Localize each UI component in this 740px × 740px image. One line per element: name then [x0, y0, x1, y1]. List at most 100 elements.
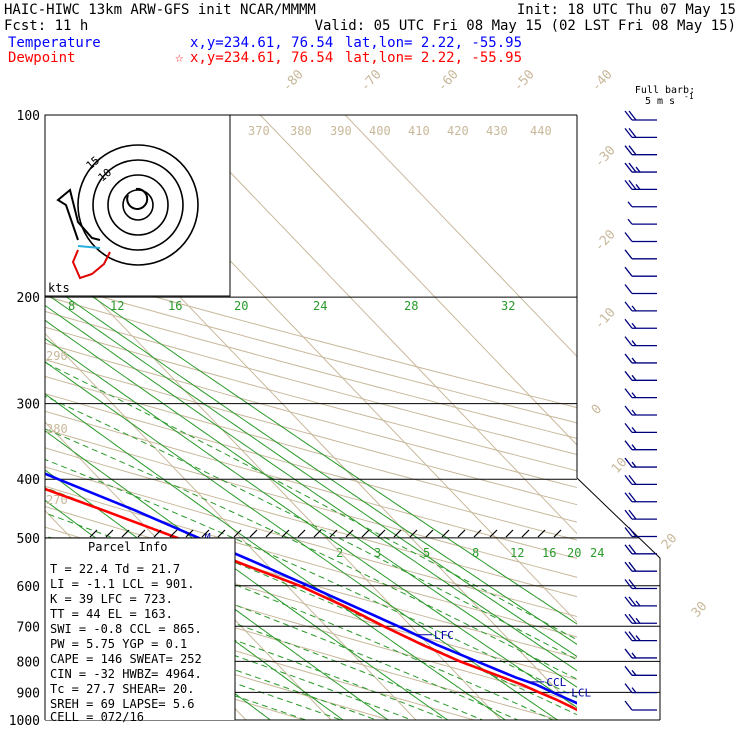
barb-flag — [631, 322, 637, 329]
parcel-row: SWI = -0.8 CCL = 865. — [50, 622, 202, 636]
barb-flag — [628, 127, 637, 138]
isotherm-line — [45, 421, 332, 720]
theta-label: 400 — [369, 124, 391, 138]
wind-barb — [624, 665, 657, 676]
mixing-ratio-label: 20 — [234, 299, 248, 313]
barb-flag — [624, 665, 633, 676]
parcel-row: SREH = 69 LAPSE= 5.6 — [50, 697, 195, 711]
mixing-ratio-label: 16 — [168, 299, 182, 313]
barb-flag — [624, 631, 633, 641]
mixing-ratio-labels: 8 12 16 20 24 28 32 2 3 5 8 12 16 20 24 — [68, 299, 604, 560]
dry-adiabat — [45, 615, 392, 720]
wind-barb — [624, 249, 657, 260]
barb-flag — [624, 596, 633, 607]
mixing-ratio-line — [45, 393, 507, 720]
wind-barbs — [624, 110, 657, 711]
isotherm-line — [174, 115, 577, 535]
barb-flag — [624, 561, 633, 572]
wind-barb — [624, 232, 657, 243]
wind-barb — [624, 492, 657, 503]
pressure-label: 200 — [17, 291, 40, 306]
wind-barb — [624, 145, 657, 156]
barb-flag — [631, 340, 637, 346]
mixing-ratio-line — [45, 281, 577, 645]
barb-flag — [624, 266, 633, 277]
moist-adiabat — [45, 555, 484, 720]
barb-flag — [624, 509, 633, 520]
hatch-mark — [281, 529, 290, 538]
barb-flag — [624, 110, 633, 121]
barb-flag — [635, 600, 641, 607]
barb-legend-title: Full barb: — [635, 85, 695, 96]
barb-flag — [628, 544, 637, 555]
theta-label: 430 — [486, 124, 508, 138]
isotherm-label: -70 — [358, 67, 385, 94]
valid-time: Valid: 05 UTC Fri 08 May 15 (02 LST Fri … — [315, 18, 736, 34]
theta-label: 380 — [290, 124, 312, 138]
mixing-ratio-label: 24 — [590, 546, 604, 560]
annotation-lcl: LCL — [571, 687, 591, 700]
wind-barb — [624, 596, 657, 607]
hatch-mark — [361, 529, 370, 538]
mixing-ratio-label: 32 — [501, 299, 515, 313]
hodo-ring — [92, 159, 184, 251]
wind-barb — [624, 301, 657, 312]
pressure-label: 300 — [17, 398, 40, 413]
annotation-m: M — [205, 532, 211, 543]
hatch-mark — [489, 529, 498, 538]
dry-adiabat — [45, 265, 577, 409]
hatch-mark — [297, 529, 306, 538]
mixing-ratio-label: 8 — [68, 299, 75, 313]
barb-flag — [624, 127, 633, 138]
hodograph-inset: 15 10 kts — [44, 114, 231, 297]
barb-flag — [624, 648, 633, 659]
barb-legend-unit: 5 m s — [645, 96, 675, 107]
mixing-ratio-label: 16 — [542, 546, 556, 560]
moist-adiabat — [45, 428, 577, 680]
moist-adiabat — [45, 362, 577, 641]
barb-flag — [624, 613, 633, 624]
barb-flag — [624, 232, 633, 242]
barb-flag — [628, 561, 637, 572]
barb-flag — [624, 544, 633, 555]
annotation-ccl: CCL — [546, 676, 566, 689]
barb-flag — [628, 110, 637, 121]
hatch-mark — [425, 529, 434, 538]
mixing-ratio-label: 12 — [510, 546, 524, 560]
parcel-row: CELL = 072/16 — [50, 710, 144, 724]
barb-flag — [628, 162, 637, 173]
hodo-arc — [126, 187, 149, 210]
hatch-mark — [313, 529, 322, 538]
barb-flag — [624, 284, 633, 294]
mixing-ratio-line — [45, 263, 577, 625]
dewpoint-line — [45, 487, 577, 712]
wind-barb — [624, 683, 657, 694]
isotherm-label: -10 — [592, 305, 619, 332]
barb-flag — [624, 475, 633, 485]
forecast-hour: Fcst: 11 h — [4, 18, 88, 34]
pressure-lines — [45, 114, 660, 721]
wind-barb — [624, 318, 657, 329]
wind-barb — [624, 180, 657, 191]
barb-flag — [631, 305, 637, 312]
isotherm-line — [45, 244, 502, 720]
isotherm-label: 30 — [689, 599, 711, 621]
wind-barb — [624, 353, 657, 364]
hatch-mark — [521, 529, 530, 538]
isotherm-line — [259, 115, 577, 446]
hatch-mark — [105, 529, 114, 538]
mixing-ratio-line — [45, 361, 559, 720]
hatch-mark — [89, 529, 98, 538]
theta-label: 290 — [46, 349, 68, 363]
wind-barb — [624, 284, 657, 295]
hatch-mark — [409, 529, 418, 538]
barb-flag — [624, 318, 633, 329]
theta-label: 420 — [447, 124, 469, 138]
barb-flag — [631, 392, 637, 399]
barb-flag — [635, 184, 641, 190]
theta-label: 390 — [330, 124, 352, 138]
barb-flag — [624, 683, 633, 694]
hatch-mark — [265, 529, 274, 538]
wind-barb — [624, 370, 657, 381]
barb-flag — [624, 422, 633, 433]
